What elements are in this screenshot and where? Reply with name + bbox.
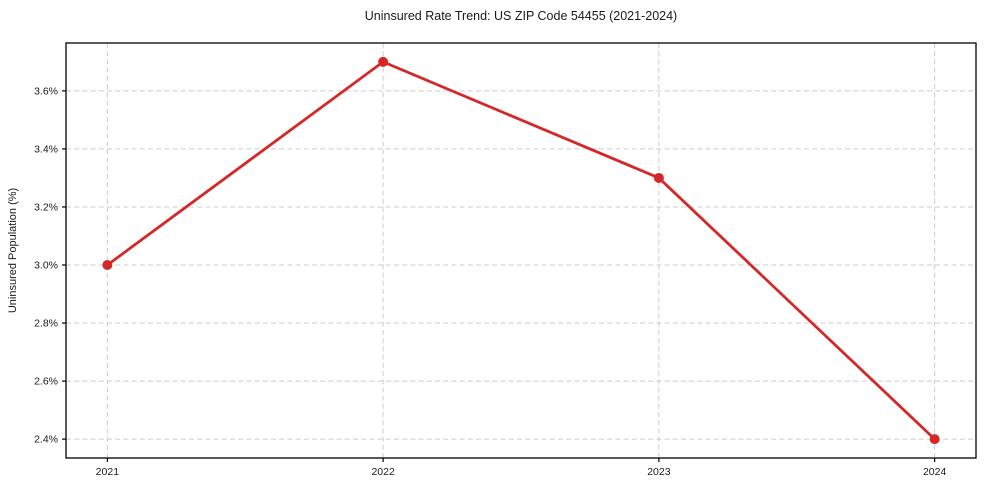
- trend-line: [105, 60, 937, 441]
- x-tick-label: 2022: [371, 466, 395, 478]
- data-point-marker: [102, 260, 113, 271]
- grid-layer: [66, 43, 976, 458]
- axes-layer: 2.4% 2.6% 2.8% 3.0% 3.2% 3.4% 3.6% 2021 2022 2023…: [34, 42, 977, 478]
- data-point-marker: [378, 56, 389, 67]
- y-tick-label: 3.2%: [34, 202, 58, 214]
- y-tick-label: 3.0%: [34, 260, 58, 272]
- x-tick-label: 2023: [647, 466, 671, 478]
- data-point-marker: [929, 434, 940, 445]
- y-tick-label: 2.4%: [34, 434, 58, 446]
- chart-title: Uninsured Rate Trend: US ZIP Code 54455 …: [365, 9, 677, 23]
- x-tick-label: 2024: [923, 466, 947, 478]
- x-tick-label: 2021: [96, 466, 120, 478]
- y-axis-label: Uninsured Population (%): [7, 188, 19, 313]
- y-tick-label: 3.4%: [34, 144, 58, 156]
- y-tick-label: 2.8%: [34, 318, 58, 330]
- data-point-marker: [653, 172, 664, 183]
- y-tick-label: 2.6%: [34, 376, 58, 388]
- series-layer: [102, 56, 940, 445]
- plot-border: [65, 42, 977, 459]
- y-tick-label: 3.6%: [34, 85, 58, 97]
